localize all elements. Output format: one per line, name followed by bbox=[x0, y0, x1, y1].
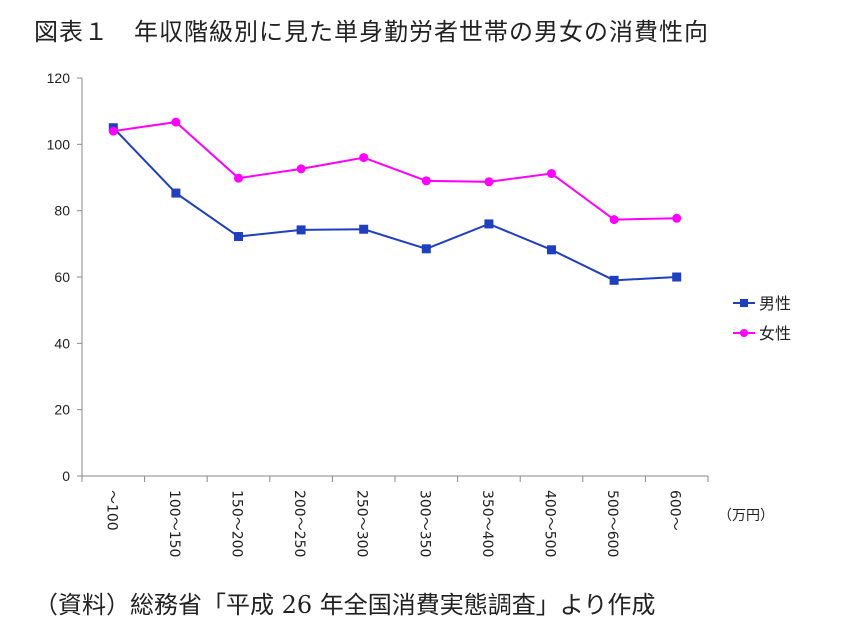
x-unit-label: （万円） bbox=[718, 508, 774, 524]
line-chart: 0 20 40 60 80 100 120 ～100 100～150 150～200 200～250… bbox=[47, 70, 791, 557]
data-point bbox=[296, 164, 306, 174]
data-point bbox=[359, 224, 369, 234]
chart-title: 図表１ 年収階級別に見た単身勤労者世帯の男女の消費性向 bbox=[34, 18, 709, 46]
y-tick-label: 100 bbox=[47, 136, 71, 152]
source-note: （資料）総務省「平成 26 年全国消費実態調査」より作成 bbox=[34, 591, 656, 619]
data-point bbox=[609, 215, 619, 225]
x-tick-label: 200～250 bbox=[291, 490, 307, 557]
x-tick-label: 250～300 bbox=[354, 490, 370, 557]
data-point bbox=[234, 232, 243, 242]
data-point bbox=[234, 173, 243, 183]
x-tick-label: 100～150 bbox=[166, 490, 182, 557]
data-point bbox=[296, 225, 306, 235]
legend-marker bbox=[740, 299, 748, 307]
data-point bbox=[547, 169, 556, 179]
data-point bbox=[359, 153, 369, 163]
data-point bbox=[672, 272, 682, 282]
data-point bbox=[547, 245, 556, 255]
data-point bbox=[421, 176, 431, 186]
y-tick-label: 120 bbox=[47, 70, 71, 86]
data-point bbox=[609, 275, 619, 285]
y-tick-label: 40 bbox=[54, 335, 70, 351]
data-point bbox=[171, 188, 181, 198]
legend-label: 男性 bbox=[759, 294, 791, 313]
data-point bbox=[421, 244, 431, 254]
legend-marker bbox=[740, 329, 748, 337]
x-tick-label: 600～ bbox=[667, 490, 683, 531]
series-line-2 bbox=[113, 121, 677, 221]
data-point bbox=[171, 117, 181, 127]
x-tick-label: 300～350 bbox=[416, 490, 432, 557]
legend-label: 女性 bbox=[759, 324, 791, 343]
data-point bbox=[484, 177, 494, 187]
data-point bbox=[672, 213, 682, 223]
y-tick-label: 0 bbox=[62, 468, 70, 484]
x-tick-label: ～100 bbox=[103, 490, 119, 531]
x-tick-label: 350～400 bbox=[479, 490, 495, 557]
x-tick-label: 400～500 bbox=[542, 490, 558, 557]
y-tick-label: 60 bbox=[54, 269, 70, 285]
y-tick-label: 20 bbox=[54, 402, 70, 418]
y-tick-label: 80 bbox=[54, 203, 70, 219]
data-point bbox=[484, 219, 494, 229]
x-tick-label: 500～600 bbox=[604, 490, 620, 557]
data-point bbox=[108, 126, 118, 136]
x-tick-label: 150～200 bbox=[229, 490, 245, 557]
series-line-1 bbox=[112, 127, 677, 282]
